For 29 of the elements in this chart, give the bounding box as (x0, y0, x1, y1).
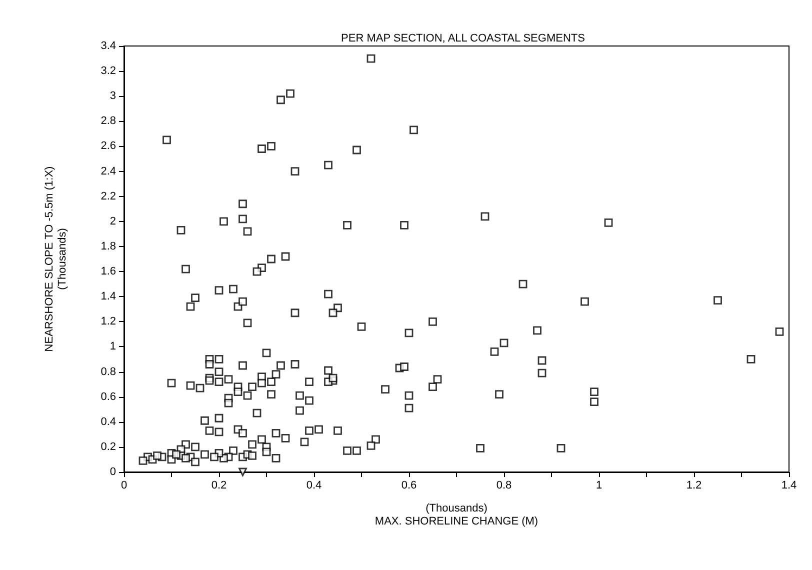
y-tick-label: 2.2 (100, 190, 116, 202)
y-tick-label: 3 (110, 90, 116, 102)
y-tick-label: 1 (110, 340, 116, 353)
y-tick-label: 2.4 (100, 165, 116, 178)
chart-title: PER MAP SECTION, ALL COASTAL SEGMENTS (341, 32, 585, 44)
y-tick-label: 1.6 (100, 266, 116, 278)
y-tick-label: 2.6 (100, 140, 116, 152)
x-tick-label: 0.6 (401, 480, 417, 492)
x-tick-label: 0.4 (306, 480, 322, 492)
x-tick-label: 0.8 (496, 480, 512, 492)
y-tick-label: 3.4 (100, 40, 116, 52)
y-tick-label: 1.8 (100, 240, 116, 252)
y-tick-label: 3.2 (100, 65, 116, 78)
y-tick-label: 1.4 (100, 290, 116, 303)
y-tick-label: 0.4 (100, 416, 116, 428)
x-tick-label: 0.2 (211, 480, 227, 492)
y-tick-label: 0.6 (100, 390, 116, 403)
x-tick-label: 1.2 (686, 480, 702, 492)
x-tick-label: 1.4 (781, 480, 797, 492)
x-axis-title: (Thousands) MAX. SHORELINE CHANGE (M) (374, 502, 538, 528)
x-tick-label: 1 (596, 480, 602, 492)
y-tick-label: 2 (110, 215, 116, 228)
y-tick-label: 0.2 (100, 440, 116, 453)
y-tick-label: 0.8 (100, 366, 116, 378)
y-axis-title: NEARSHORE SLOPE TO -5.5m (1:X) (Thousands) (44, 166, 68, 352)
y-tick-label: 0 (110, 466, 116, 478)
y-tick-label: 2.8 (100, 115, 116, 128)
x-tick-label: 0 (120, 480, 128, 492)
y-tick-label: 1.2 (100, 316, 116, 328)
